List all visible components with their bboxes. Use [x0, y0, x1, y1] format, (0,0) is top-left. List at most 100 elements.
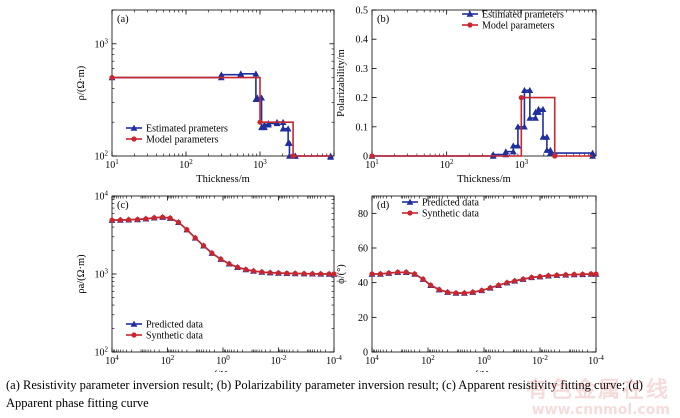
data-point	[257, 119, 263, 125]
data-point	[420, 276, 426, 282]
legend-swatch-marker	[407, 210, 413, 216]
data-point	[539, 105, 547, 112]
data-point	[403, 269, 409, 275]
data-point	[526, 114, 534, 121]
data-point	[543, 133, 551, 140]
data-point	[292, 270, 298, 277]
y-tick-label: 40	[358, 278, 368, 289]
chart-panel-a: 101 102 103102103Thickness/mρ/(Ω·m)(a)Esti…	[76, 9, 335, 185]
data-point	[234, 264, 241, 270]
x-axis-label: Thickness/m	[196, 174, 250, 185]
y-tick-label: 0.1	[356, 122, 369, 133]
data-point	[580, 271, 586, 277]
data-point	[217, 71, 225, 78]
plot-frame	[371, 9, 597, 157]
x-tick-label: 101	[105, 158, 119, 171]
watermark: 有色金属在线 www.cnnmol.com	[526, 372, 670, 418]
x-tick-label: 100	[477, 354, 491, 367]
x-axis-label: f/Hz	[475, 370, 494, 372]
x-tick-label: 10-2	[271, 354, 287, 367]
legend-swatch-marker	[131, 136, 137, 142]
series-line-1	[112, 76, 331, 157]
data-point	[496, 282, 502, 288]
legend-swatch-marker	[130, 124, 138, 131]
x-tick-label: 10-2	[532, 354, 548, 367]
panel-label: (b)	[377, 14, 390, 25]
x-tick-label: 102	[179, 158, 193, 171]
x-tick-label: 10-4	[326, 354, 342, 367]
data-point	[237, 70, 245, 77]
x-tick-label: 101	[365, 158, 379, 171]
data-point	[167, 215, 173, 221]
chart-panel-c: 10410210010-210-4102103104f/Hzρa/(Ω·m)(c…	[76, 190, 342, 373]
data-point	[318, 271, 324, 277]
series-line-0	[372, 89, 594, 157]
x-tick-label: 100	[216, 354, 230, 367]
data-point	[218, 256, 224, 262]
series-line-0	[112, 73, 332, 157]
y-tick-label: 80	[358, 209, 368, 220]
data-point	[326, 271, 332, 277]
data-point	[502, 148, 510, 155]
legend-label: Model parameters	[146, 135, 219, 146]
data-point	[571, 271, 577, 278]
y-tick-label: 0	[363, 348, 368, 359]
data-point	[286, 139, 293, 146]
x-tick-label: 104	[365, 354, 379, 367]
data-point	[267, 270, 273, 276]
data-point	[546, 149, 554, 156]
data-point	[377, 271, 384, 277]
data-point	[521, 123, 528, 130]
data-point	[109, 74, 115, 81]
data-point	[526, 86, 534, 94]
data-point	[589, 152, 596, 159]
y-tick-label: 20	[358, 313, 368, 324]
x-tick-label: 103	[253, 158, 267, 171]
data-point	[545, 273, 552, 279]
data-point	[512, 278, 518, 284]
data-point	[514, 142, 522, 149]
data-point	[436, 287, 442, 293]
data-point	[175, 219, 182, 225]
legend-label: Synthetic data	[146, 331, 203, 342]
data-point	[284, 125, 292, 132]
y-tick-label: 0.3	[356, 64, 369, 75]
data-point	[252, 70, 260, 77]
panel-label: (c)	[117, 200, 129, 211]
series-line-1	[111, 216, 334, 275]
y-axis-label: ϕ/(°)	[336, 264, 347, 284]
y-axis-label: Polarizability/m	[336, 49, 347, 117]
watermark-line1: 有色金属在线	[525, 378, 670, 403]
x-tick-label: 102	[421, 354, 435, 367]
y-tick-label: 103	[95, 268, 109, 281]
data-point	[479, 287, 485, 294]
data-point	[331, 271, 337, 277]
data-point	[487, 285, 493, 291]
panel-label: (d)	[377, 200, 390, 211]
y-tick-label: 0.4	[356, 35, 369, 46]
y-tick-label: 60	[358, 244, 368, 255]
data-point	[444, 289, 451, 295]
x-tick-label: 103	[515, 158, 529, 171]
data-point	[151, 215, 157, 221]
data-point	[279, 125, 287, 132]
data-point	[209, 250, 215, 256]
y-axis-label: ρ/(Ω·m)	[76, 65, 87, 100]
data-point	[504, 280, 510, 286]
data-point	[243, 266, 249, 273]
data-point	[593, 271, 599, 277]
data-point	[250, 268, 257, 274]
panel-label: (a)	[117, 14, 129, 25]
figure: 101 102 103102103Thickness/mρ/(Ω·m)(a)Esti…	[76, 6, 604, 373]
data-point	[412, 271, 418, 277]
data-point	[134, 216, 141, 223]
x-tick-label: 104	[105, 354, 119, 367]
legend-label: Synthetic data	[422, 209, 479, 220]
x-axis-label: f/Hz	[214, 370, 233, 372]
data-point	[588, 271, 594, 277]
data-point	[126, 217, 132, 223]
data-point	[514, 123, 522, 130]
